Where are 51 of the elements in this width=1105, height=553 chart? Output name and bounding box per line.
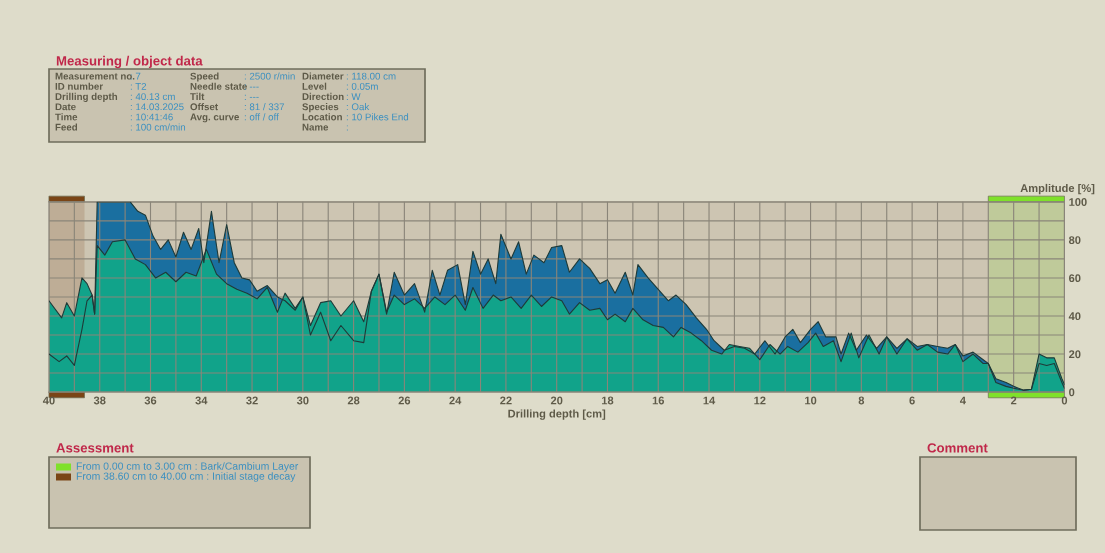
x-tick-label: 18 [601,396,614,405]
x-tick-label: 6 [909,396,915,405]
text: Time: 10:41:46 [55,113,173,121]
text: Feed: 100 cm/min [55,123,186,131]
y-tick-label: 80 [1068,236,1081,245]
x-tick-label: 16 [652,396,665,405]
x-tick-label: 40 [42,396,55,405]
text: Tilt: --- [190,92,259,100]
x-tick-label: 20 [550,396,563,405]
text: Species: Oak [302,103,370,113]
y-tick-label: 60 [1069,274,1081,283]
text: Direction: W [302,92,361,101]
y-tick-label: 40 [1068,312,1081,321]
text: Location: 10 Pikes End [302,113,409,121]
text: Measuring / object data [56,55,203,69]
x-tick-label: 30 [296,396,309,405]
legend-label: From 38.60 cm to 40.00 cm : Initial stage decay [76,472,296,482]
x-tick-label: 10 [805,396,817,405]
x-tick-label: 0 [1061,396,1068,405]
y-axis-title: Amplitude [%] [1020,183,1095,195]
x-tick-label: 4 [959,396,966,405]
x-tick-label: 36 [144,396,157,405]
x-tick-label: 14 [703,396,716,405]
text: Date: 14.03.2025 [55,103,184,111]
y-tick-label: 100 [1069,198,1087,206]
x-tick-label: 38 [93,396,106,405]
text: Level: 0.05m [302,82,378,90]
legend-label: From 0.00 cm to 3.00 cm : Bark/Cambium Layer [76,462,299,472]
x-tick-label: 2 [1010,396,1017,405]
x-tick-label: 24 [449,396,462,405]
text: Avg. curve: off / off [190,113,279,123]
x-tick-label: 22 [500,396,512,405]
text: Drilling depth: 40.13 cm [55,92,175,102]
text: Needle state: --- [190,82,259,90]
text: ID number: T2 [55,82,147,90]
text: Measurement no.: 7 [55,72,141,80]
x-tick-label: 26 [398,396,411,405]
text: Speed: 2500 r/min [190,72,295,82]
text: Assessment [56,443,134,453]
text: Offset: 81 / 337 [190,103,285,111]
x-tick-label: 28 [347,396,360,405]
x-tick-label: 34 [195,396,208,405]
text: Name: [302,123,348,131]
x-tick-label: 12 [754,396,766,405]
text: Comment [927,443,988,453]
text: Diameter: 118.00 cm [302,72,396,80]
x-tick-label: 8 [858,396,865,405]
x-axis-title: Drilling depth [cm] [508,409,606,420]
x-tick-label: 32 [246,396,258,405]
y-tick-label: 0 [1069,388,1075,397]
y-tick-label: 20 [1069,350,1081,359]
